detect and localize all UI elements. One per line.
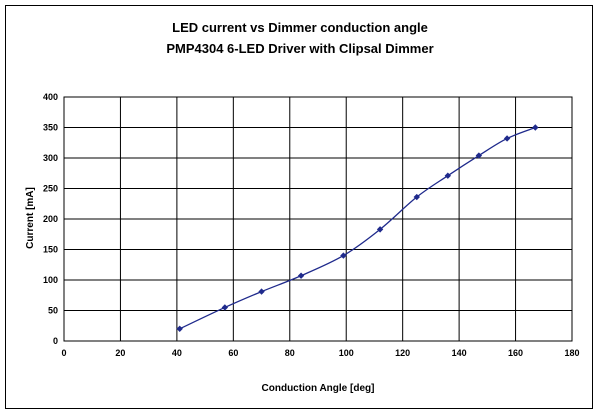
data-point	[413, 193, 420, 201]
data-point	[532, 124, 539, 131]
y-axis-ticks: 0 50 100 150 200 250 300 350 400	[43, 92, 58, 346]
y-tick-label: 0	[53, 336, 58, 346]
data-point	[376, 226, 384, 233]
x-tick-label: 100	[339, 348, 354, 358]
data-point	[176, 325, 183, 332]
data-point	[221, 304, 229, 311]
x-axis-label: Conduction Angle [deg]	[262, 383, 375, 394]
chart-title: LED current vs Dimmer conduction angle	[172, 20, 428, 35]
y-tick-label: 150	[43, 245, 58, 255]
x-axis-ticks: 0 20 40 60 80 100 120 140 160 180	[61, 348, 579, 358]
x-tick-label: 0	[61, 348, 66, 358]
x-tick-label: 60	[228, 348, 238, 358]
x-tick-label: 40	[172, 348, 182, 358]
plot-area	[63, 96, 573, 342]
y-tick-label: 300	[43, 153, 58, 163]
data-point	[258, 288, 265, 295]
y-tick-label: 200	[43, 214, 58, 224]
y-tick-label: 100	[43, 275, 58, 285]
x-tick-label: 160	[508, 348, 523, 358]
data-point	[503, 135, 511, 142]
x-tick-label: 140	[452, 348, 467, 358]
y-tick-label: 250	[43, 184, 58, 194]
series-group	[176, 124, 539, 332]
grid	[63, 96, 573, 342]
data-point	[475, 152, 483, 159]
x-tick-label: 80	[285, 348, 295, 358]
y-tick-label: 50	[48, 306, 58, 316]
chart-frame	[5, 5, 593, 409]
chart-subtitle: PMP4304 6-LED Driver with Clipsal Dimmer	[166, 41, 433, 56]
data-point	[444, 172, 452, 179]
x-tick-label: 120	[395, 348, 410, 358]
data-point	[340, 252, 347, 259]
data-point	[297, 272, 305, 279]
y-tick-label: 350	[43, 123, 58, 133]
y-axis-label: Current [mA]	[25, 187, 36, 249]
x-tick-label: 20	[115, 348, 125, 358]
x-tick-label: 180	[564, 348, 579, 358]
y-tick-label: 400	[43, 92, 58, 102]
